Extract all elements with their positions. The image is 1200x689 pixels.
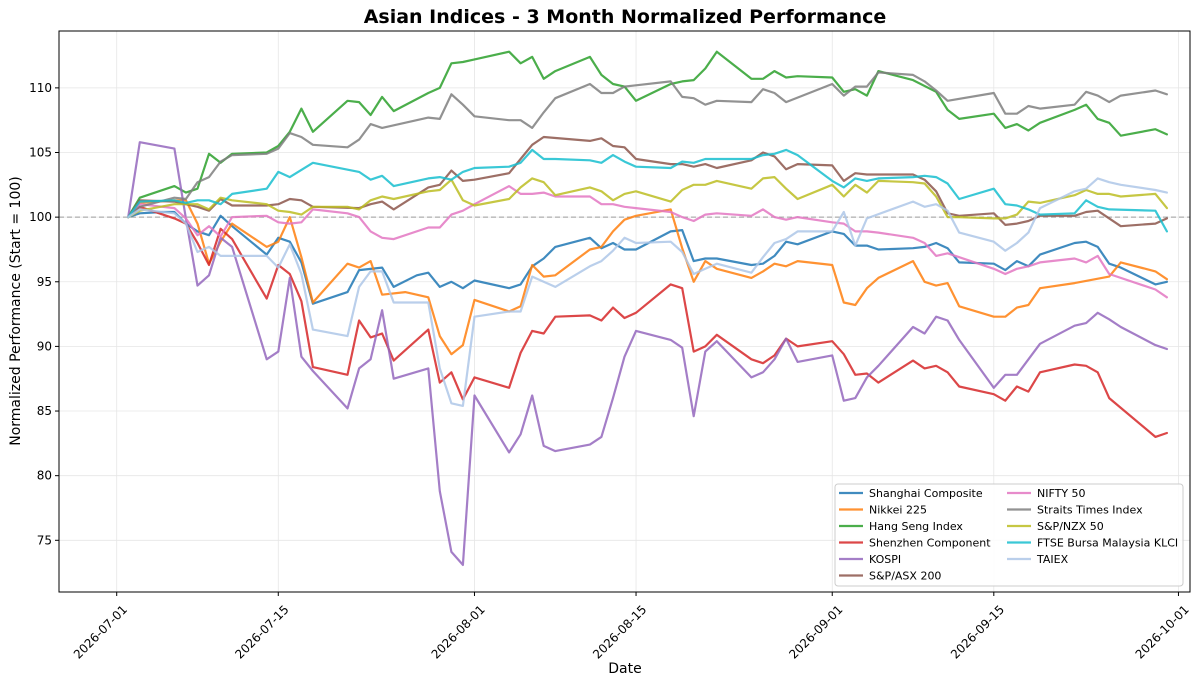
chart-title: Asian Indices - 3 Month Normalized Perfo… (364, 6, 887, 28)
y-axis-ticks: 75 80 85 90 95 100 105 110 (29, 81, 59, 547)
series-line-6 (127, 185, 1169, 299)
series-line-3 (127, 205, 1169, 438)
legend-entry-label: KOSPI (869, 553, 901, 566)
legend-entry-label: TAIEX (1036, 553, 1069, 566)
legend-entry-label: NIFTY 50 (1037, 487, 1086, 500)
series-line-1 (127, 199, 1169, 356)
y-tick-label: 95 (37, 275, 52, 289)
x-axis-label: Date (608, 661, 641, 677)
series-line-0 (127, 210, 1169, 305)
plot-frame (58, 30, 1191, 593)
series-line-9 (127, 148, 1169, 233)
y-tick-label: 110 (29, 81, 52, 95)
legend-entry-label: S&P/ASX 200 (869, 570, 941, 583)
y-axis-label: Normalized Performance (Start = 100) (8, 176, 24, 446)
series-line-7 (127, 71, 1169, 219)
legend-entry-label: Nikkei 225 (869, 504, 927, 517)
legend-entry-label: FTSE Bursa Malaysia KLCI (1037, 537, 1178, 550)
legend-entry-label: Hang Seng Index (869, 520, 963, 533)
legend-entry-label: Shenzhen Component (869, 537, 991, 550)
y-tick-label: 105 (29, 146, 52, 160)
legend-entry-label: Shanghai Composite (869, 487, 983, 500)
y-tick-label: 75 (37, 533, 52, 547)
series-line-2 (127, 50, 1169, 219)
series-lines (127, 50, 1169, 567)
y-tick-label: 90 (37, 339, 52, 353)
y-tick-label: 80 (37, 469, 52, 483)
y-tick-label: 85 (37, 404, 52, 418)
legend-entry-label: Straits Times Index (1037, 504, 1143, 517)
series-line-8 (127, 176, 1169, 220)
y-tick-label: 100 (29, 210, 52, 224)
legend-box (834, 483, 1184, 587)
legend: Shanghai Composite Nikkei 225 Hang Seng In… (834, 483, 1184, 587)
series-line-4 (127, 141, 1169, 567)
legend-entry-label: S&P/NZX 50 (1037, 520, 1104, 533)
series-line-5 (127, 135, 1169, 228)
series-line-10 (127, 177, 1169, 407)
